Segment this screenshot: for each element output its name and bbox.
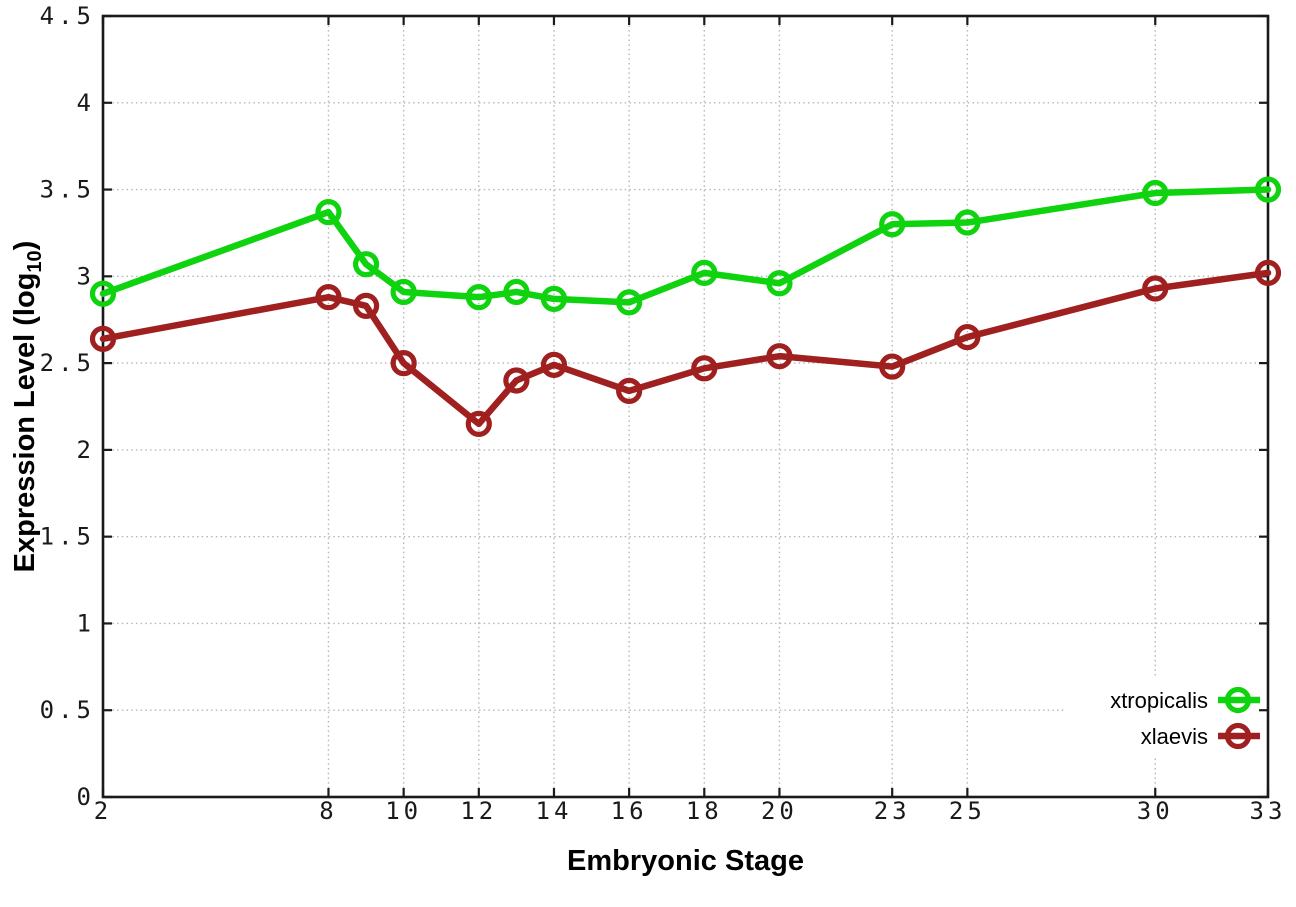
data-point-marker-xlaevis [89,325,117,352]
data-point-marker-xlaevis [503,367,530,394]
x-tick-label: 10 [385,797,422,825]
x-tick-label: 16 [611,797,648,825]
x-tick-label: 30 [1137,797,1174,825]
x-tick-label: 2 [94,797,112,825]
data-point-marker-xlaevis [616,377,643,404]
data-point-marker-xtropicalis [390,278,417,306]
x-tick-label: 25 [949,797,986,825]
x-tick-label: 18 [686,797,723,825]
series-xlaevis [89,259,1282,437]
data-point-marker-xlaevis [766,343,793,370]
x-tick-label: 23 [874,797,911,825]
data-point-marker-xlaevis [954,323,981,351]
data-point-marker-xtropicalis [503,278,530,306]
data-point-marker-xlaevis [691,355,718,382]
data-point-marker-xtropicalis [954,209,981,236]
data-point-marker-xtropicalis [616,289,643,316]
data-point-marker-xtropicalis [879,211,906,238]
y-tick-label: 1.5 [40,523,95,551]
y-axis-title: Expression Level (log10) [9,241,46,573]
data-point-marker-xtropicalis [315,199,342,226]
data-point-marker-xlaevis [465,410,492,437]
y-tick-label: 3 [77,262,95,290]
legend-entry-xlaevis: xlaevis [1141,722,1260,750]
legend-label: xtropicalis [1110,688,1208,713]
data-point-marker-xlaevis [540,351,568,378]
data-point-marker-xtropicalis [352,251,380,278]
x-tick-label: 14 [536,797,573,825]
legend-label: xlaevis [1141,724,1208,749]
data-point-marker-xtropicalis [465,284,492,311]
data-point-marker-xlaevis [1142,275,1169,302]
y-tick-label: 3.5 [40,176,95,204]
legend-marker-icon [1224,686,1252,714]
x-tick-label: 12 [460,797,497,825]
data-point-marker-xlaevis [315,284,342,311]
y-tick-label: 2.5 [40,349,95,377]
y-tick-label: 4 [77,89,95,117]
y-tick-label: 4.5 [40,2,95,30]
x-tick-label: 20 [761,797,798,825]
data-point-marker-xtropicalis [1142,179,1169,207]
data-point-marker-xtropicalis [766,270,793,297]
x-axis-title: Embryonic Stage [567,845,804,877]
y-tick-label: 0.5 [40,696,95,724]
x-tick-label: 33 [1250,797,1287,825]
x-tick-label: 8 [319,797,337,825]
data-point-marker-xtropicalis [89,280,117,307]
legend-entry-xtropicalis: xtropicalis [1110,686,1260,714]
legend-marker-icon [1224,722,1252,750]
data-point-marker-xlaevis [1254,259,1282,286]
plot-border [101,14,1270,799]
series-xtropicalis [89,176,1282,316]
y-tick-label: 1 [77,609,95,637]
y-tick-label: 0 [77,783,95,811]
data-point-marker-xlaevis [879,353,906,380]
tick-marks [101,14,1270,799]
data-point-marker-xlaevis [390,350,417,377]
data-point-marker-xlaevis [352,292,380,319]
data-point-marker-xtropicalis [691,259,718,286]
data-point-marker-xtropicalis [1254,176,1282,203]
y-tick-label: 2 [77,436,95,464]
data-point-marker-xtropicalis [540,285,568,312]
